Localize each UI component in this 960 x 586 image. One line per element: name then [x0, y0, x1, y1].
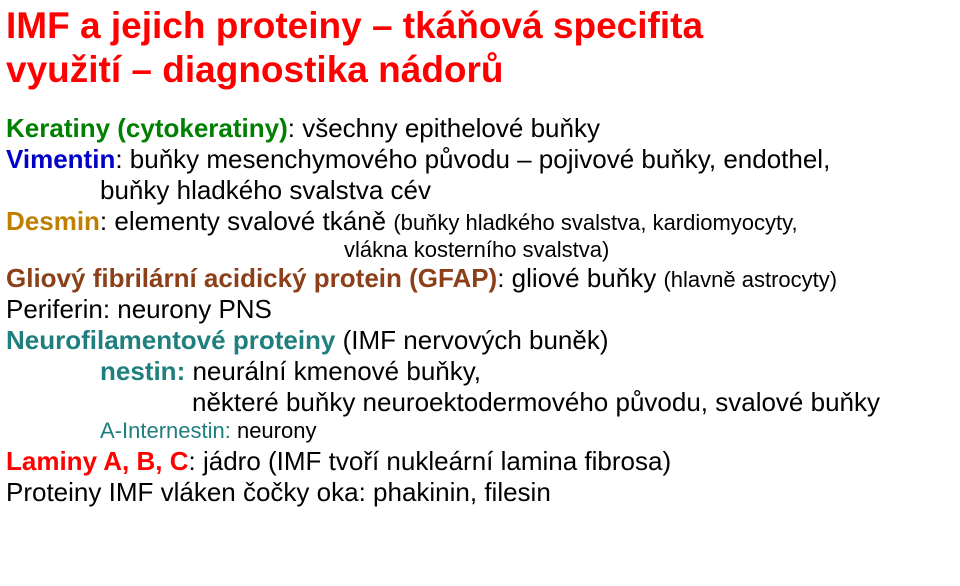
nestin-rest: neurální kmenové buňky, — [185, 356, 481, 386]
line-keratiny: Keratiny (cytokeratiny): všechny epithel… — [6, 113, 952, 144]
line-vimentin: Vimentin: buňky mesenchymového původu – … — [6, 144, 952, 175]
vimentin-rest: : buňky mesenchymového původu – pojivové… — [115, 144, 830, 174]
desmin-paren1: (buňky hladkého svalstva, kardiomyocyty, — [393, 210, 797, 235]
gfap-rest2: (hlavně astrocyty) — [663, 267, 837, 292]
line-gfap: Gliový fibrilární acidický protein (GFAP… — [6, 263, 952, 294]
line-phakinin: Proteiny IMF vláken čočky oka: phakinin,… — [6, 477, 952, 508]
line-periferin: Periferin: neurony PNS — [6, 294, 952, 325]
slide-body: Keratiny (cytokeratiny): všechny epithel… — [6, 113, 952, 508]
nestin-head: nestin: — [100, 356, 185, 386]
desmin-rest: : elementy svalové tkáně — [100, 206, 393, 236]
gfap-rest1: : gliové buňky — [497, 263, 663, 293]
gfap-head: Gliový fibrilární acidický protein (GFAP… — [6, 263, 497, 293]
line-ainternestin: A-Internestin: neurony — [6, 418, 952, 444]
line-nestin-cont: některé buňky neuroektodermového původu,… — [6, 387, 952, 418]
laminy-head: Laminy A, B, C — [6, 446, 189, 476]
line-neurofil: Neurofilamentové proteiny (IMF nervových… — [6, 325, 952, 356]
line-desmin: Desmin: elementy svalové tkáně (buňky hl… — [6, 206, 952, 237]
laminy-rest: : jádro (IMF tvoří nukleární lamina fibr… — [189, 446, 672, 476]
keratiny-rest: : všechny epithelové buňky — [288, 113, 600, 143]
slide-title: IMF a jejich proteiny – tkáňová specifit… — [6, 4, 952, 91]
title-line1: IMF a jejich proteiny – tkáňová specifit… — [6, 5, 703, 46]
line-nestin: nestin: neurální kmenové buňky, — [6, 356, 952, 387]
desmin-head: Desmin — [6, 206, 100, 236]
ainternestin-rest: neurony — [237, 418, 317, 443]
neurofil-head: Neurofilamentové proteiny — [6, 325, 335, 355]
line-laminy: Laminy A, B, C: jádro (IMF tvoří nukleár… — [6, 446, 952, 477]
vimentin-head: Vimentin — [6, 144, 115, 174]
neurofil-rest: (IMF nervových buněk) — [335, 325, 608, 355]
line-desmin-paren2: vlákna kosterního svalstva) — [6, 237, 952, 263]
line-vimentin-cont: buňky hladkého svalstva cév — [6, 175, 952, 206]
slide-root: IMF a jejich proteiny – tkáňová specifit… — [0, 0, 960, 508]
title-line2: využití – diagnostika nádorů — [6, 49, 504, 90]
ainternestin-head: A-Internestin: — [100, 418, 237, 443]
keratiny-head: Keratiny (cytokeratiny) — [6, 113, 288, 143]
